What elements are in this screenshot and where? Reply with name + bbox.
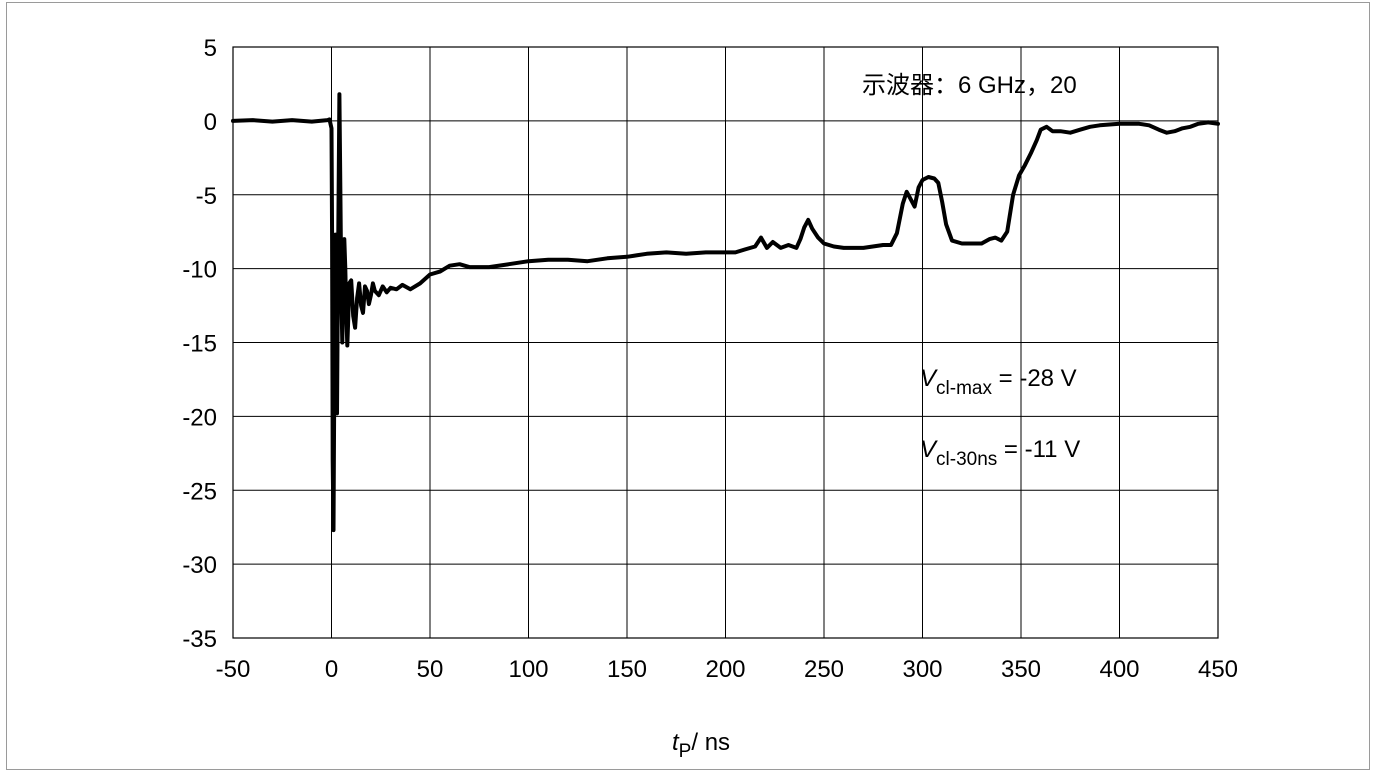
- x-axis-label-var: t: [672, 729, 680, 756]
- x-tick-label: 400: [1099, 656, 1139, 683]
- x-tick-label: 0: [325, 656, 338, 683]
- x-tick-label: 250: [804, 656, 844, 683]
- annotation-vcl-max: Vcl-max = -28 V: [920, 365, 1077, 399]
- x-tick-label: 450: [1198, 656, 1238, 683]
- x-tick-label: 350: [1001, 656, 1041, 683]
- y-tick-label: -15: [182, 331, 217, 358]
- x-tick-label: 150: [607, 656, 647, 683]
- x-tick-label: 50: [417, 656, 444, 683]
- x-axis-label-sub: P: [679, 741, 692, 762]
- annotation-vcl-30ns: Vcl-30ns = -11 V: [920, 436, 1080, 470]
- annotation-vcl-30ns-var: V: [920, 436, 938, 463]
- y-axis-ticks: 5 0 -5 -10 -15 -20 -25 -30 -35: [182, 35, 217, 653]
- y-tick-label: 0: [204, 109, 217, 136]
- annotation-vcl-30ns-value: = -11 V: [997, 436, 1080, 463]
- x-tick-label: -50: [216, 656, 251, 683]
- y-tick-label: -25: [182, 478, 217, 505]
- annotation-vcl-max-value: = -28 V: [992, 365, 1077, 392]
- y-tick-label: -10: [182, 257, 217, 284]
- plot-area: [232, 46, 1219, 639]
- x-axis-ticks: -50 0 50 100 150 200 250 300 350 400 450: [216, 656, 1238, 683]
- x-tick-label: 100: [508, 656, 548, 683]
- x-tick-label: 300: [902, 656, 942, 683]
- y-tick-label: -35: [182, 626, 217, 653]
- series-line: [231, 92, 1220, 533]
- annotation-oscilloscope: 示波器：6 GHz，20: [862, 72, 1077, 99]
- y-tick-label: -20: [182, 404, 217, 431]
- y-tick-label: 5: [204, 35, 217, 62]
- y-tick-label: -30: [182, 552, 217, 579]
- annotation-vcl-max-sub: cl-max: [936, 378, 992, 399]
- annotation-vcl-max-var: V: [920, 365, 938, 392]
- x-tick-label: 200: [705, 656, 745, 683]
- x-axis-label-unit: / ns: [691, 729, 730, 756]
- x-axis-label: tP/ ns: [672, 729, 730, 762]
- y-tick-label: -5: [196, 183, 217, 210]
- annotation-vcl-30ns-sub: cl-30ns: [936, 449, 997, 470]
- grid-lines: [232, 46, 1219, 639]
